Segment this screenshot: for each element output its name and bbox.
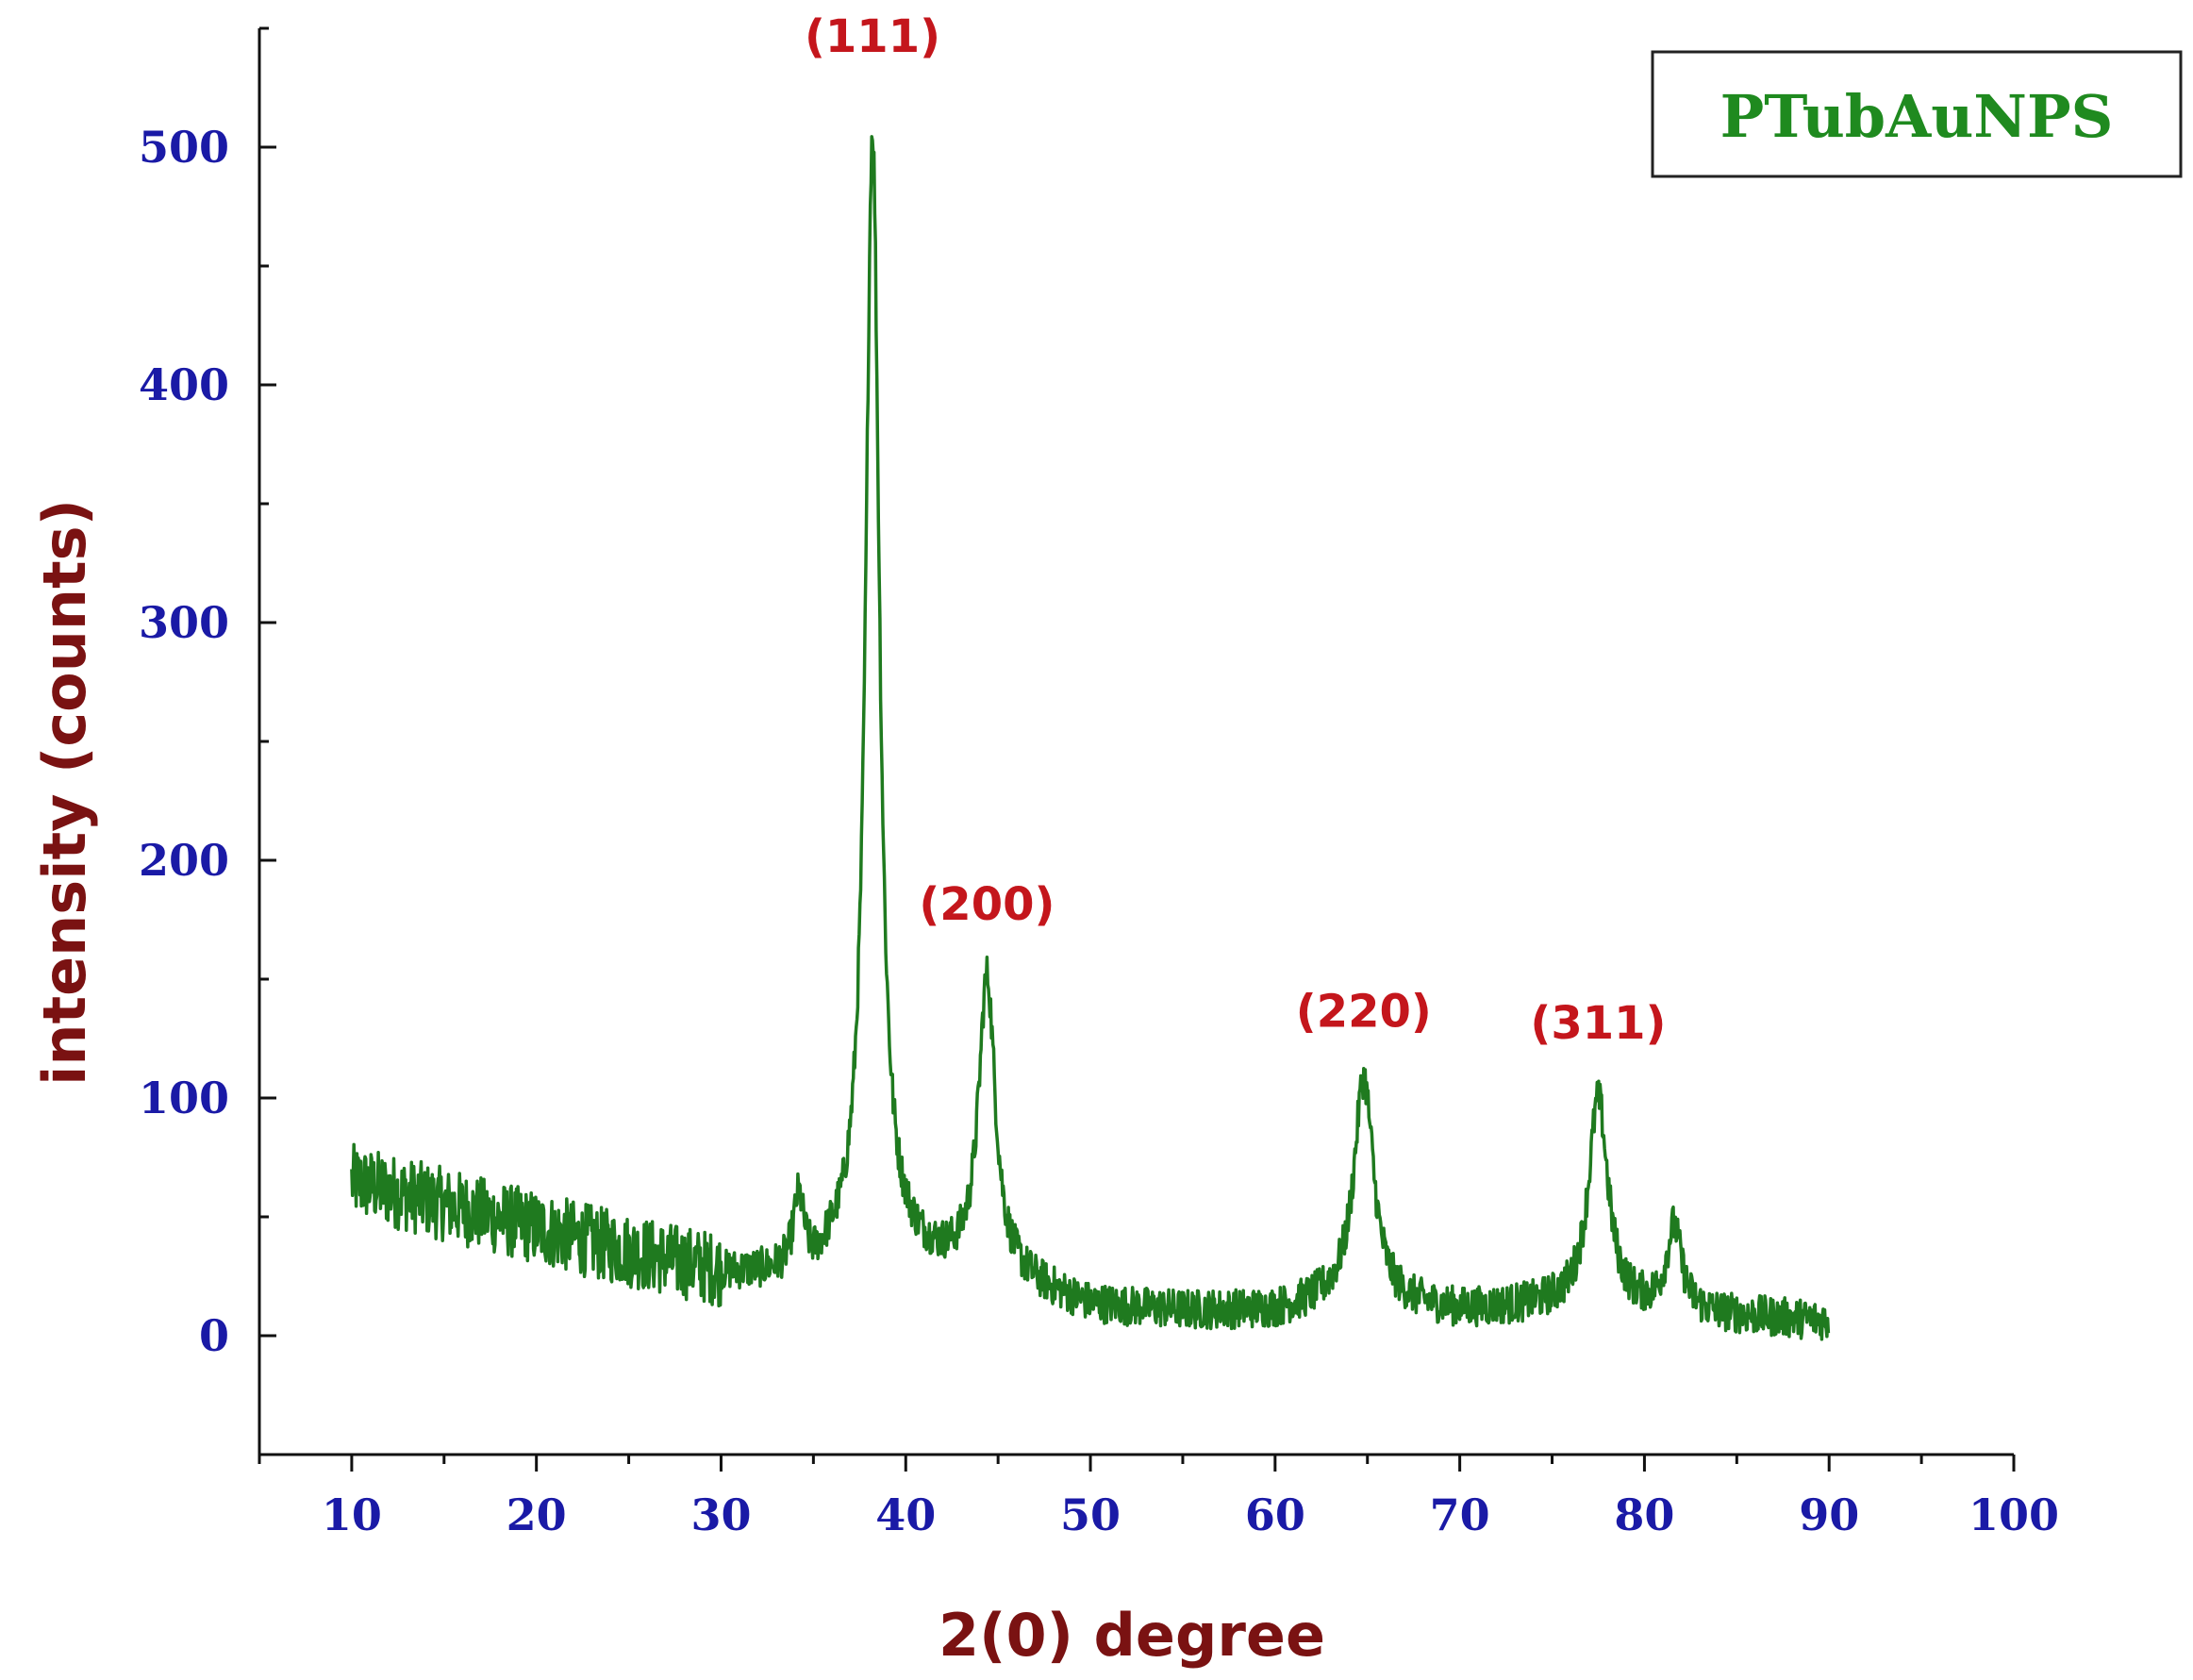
peak-label: (200) (919, 878, 1055, 931)
peak-label: (220) (1296, 985, 1432, 1038)
x-ticks: 10 20 30 40 50 60 70 80 90 100 (258, 1455, 2059, 1540)
y-tick-label: 300 (139, 597, 229, 648)
x-tick-label: 50 (1060, 1489, 1121, 1540)
y-tick-label: 100 (139, 1073, 229, 1123)
peak-label: (311) (1530, 997, 1666, 1050)
x-axis-title: 2(0) degree (939, 1601, 1325, 1670)
peak-label: (111) (805, 10, 940, 63)
peak-annotations: (111) (200) (220) (311) (805, 10, 1667, 1050)
x-tick-label: 100 (1969, 1489, 2059, 1540)
x-tick-label: 60 (1245, 1489, 1305, 1540)
x-tick-label: 10 (322, 1489, 382, 1540)
y-axis: 0 100 200 300 400 500 (139, 26, 276, 1456)
y-tick-label: 0 (199, 1310, 229, 1361)
y-tick-label: 400 (139, 359, 229, 410)
y-ticks: 0 100 200 300 400 500 (139, 26, 276, 1456)
legend-box: PTubAuNPS (1651, 50, 2183, 178)
x-tick-label: 70 (1430, 1489, 1490, 1540)
x-tick-label: 80 (1614, 1489, 1674, 1540)
y-tick-label: 200 (139, 835, 229, 886)
x-tick-label: 20 (507, 1489, 567, 1540)
y-tick-label: 500 (139, 122, 229, 173)
x-axis: 10 20 30 40 50 60 70 80 90 100 (258, 1453, 2059, 1540)
series-line (350, 135, 1831, 1341)
y-axis-title: intensity (counts) (30, 499, 99, 1086)
x-tick-label: 30 (690, 1489, 751, 1540)
x-tick-label: 90 (1799, 1489, 1859, 1540)
x-tick-label: 40 (875, 1489, 936, 1540)
legend-frame (1651, 50, 2183, 178)
legend-label: PTubAuNPS (1720, 82, 2114, 151)
series-layer (350, 135, 1831, 1341)
